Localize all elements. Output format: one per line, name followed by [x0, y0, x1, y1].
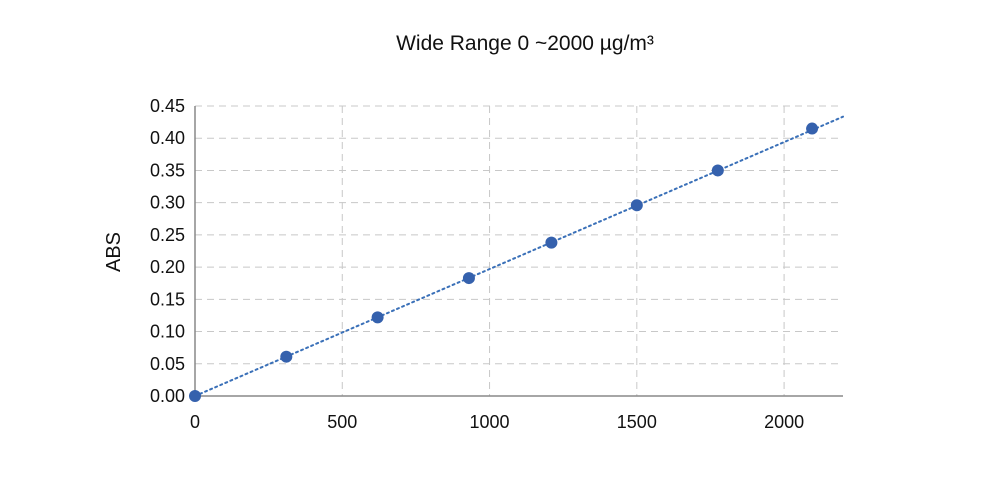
axes — [194, 106, 843, 397]
data-point — [462, 272, 475, 285]
y-tick-label: 0.20 — [150, 257, 185, 277]
x-tick-label: 0 — [190, 412, 200, 432]
y-tick-label: 0.05 — [150, 354, 185, 374]
data-point — [806, 122, 819, 135]
data-point — [545, 236, 558, 249]
y-tick-label: 0.40 — [150, 128, 185, 148]
y-tick-label: 0.30 — [150, 193, 185, 213]
y-tick-label: 0.00 — [150, 386, 185, 406]
grid — [195, 105, 843, 396]
x-tick-label: 2000 — [764, 412, 804, 432]
y-tick-label: 0.45 — [150, 96, 185, 116]
y-tick-label: 0.25 — [150, 225, 185, 245]
data-points — [189, 122, 819, 402]
y-tick-label: 0.35 — [150, 160, 185, 180]
x-tick-label: 1000 — [470, 412, 510, 432]
y-tick-label: 0.10 — [150, 322, 185, 342]
trendline — [194, 115, 844, 397]
data-point — [280, 350, 293, 363]
data-point — [630, 199, 643, 212]
x-tick-label: 1500 — [617, 412, 657, 432]
data-point — [711, 164, 724, 177]
y-tick-label: 0.15 — [150, 289, 185, 309]
data-point — [371, 311, 384, 324]
chart-title: Wide Range 0 ~2000 µg/m³ — [396, 32, 654, 55]
y-axis-label: ABS — [103, 232, 125, 272]
x-tick-label: 500 — [327, 412, 357, 432]
data-point — [189, 390, 201, 402]
trendline-group — [194, 115, 844, 397]
tick-labels: 0.00 0.05 0.10 0.15 0.20 0.25 0.30 0.35 0.40 0.45… — [150, 96, 804, 432]
